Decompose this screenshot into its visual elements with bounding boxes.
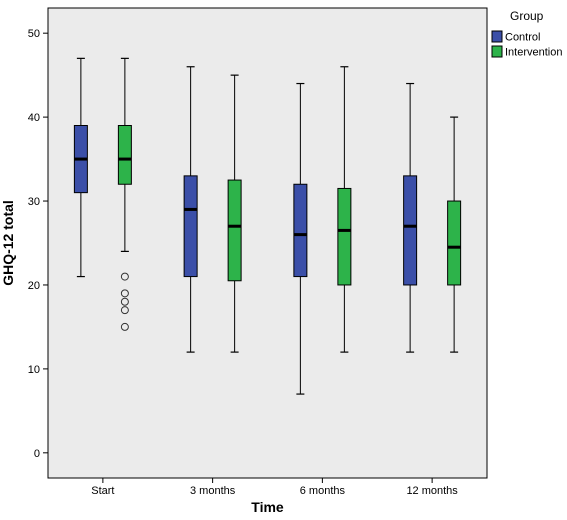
- y-tick-label-30: 30: [28, 196, 40, 208]
- box-intervention-2: [337, 66, 352, 353]
- box-iqr: [447, 200, 462, 286]
- outlier-point: [120, 322, 129, 331]
- legend-swatch-control: [491, 30, 503, 43]
- x-tick-label-0: Start: [91, 485, 114, 497]
- y-tick-label-0: 0: [34, 448, 40, 460]
- box-intervention-3: [447, 116, 462, 353]
- legend: Group Control Intervention: [491, 9, 562, 59]
- y-tick-label-10: 10: [28, 364, 40, 376]
- outlier-point: [120, 306, 129, 315]
- x-tick-label-1: 3 months: [190, 485, 236, 497]
- x-tick-label-2: 6 months: [300, 485, 346, 497]
- box-intervention-1: [227, 74, 242, 353]
- box-iqr: [117, 125, 132, 185]
- x-axis: Start 3 months 6 months 12 months: [91, 478, 458, 497]
- plot-area: [47, 7, 488, 479]
- box-series-group: [73, 57, 462, 395]
- outlier-point: [120, 272, 129, 281]
- box-iqr: [337, 187, 352, 286]
- outlier-point: [120, 289, 129, 298]
- x-axis-title: Time: [251, 499, 284, 515]
- box-iqr: [293, 183, 308, 278]
- y-tick-label-20: 20: [28, 280, 40, 292]
- box-control-0: [73, 57, 88, 278]
- y-tick-label-50: 50: [28, 28, 40, 40]
- box-iqr: [183, 175, 198, 278]
- box-intervention-0: [117, 57, 132, 331]
- box-iqr: [403, 175, 418, 286]
- legend-label-control: Control: [505, 32, 540, 44]
- box-control-3: [403, 82, 418, 353]
- x-tick-label-3: 12 months: [406, 485, 458, 497]
- box-control-1: [183, 66, 198, 353]
- outlier-point: [120, 297, 129, 306]
- y-axis-title: GHQ-12 total: [0, 200, 16, 286]
- box-iqr: [227, 179, 242, 282]
- legend-swatch-intervention: [491, 45, 503, 58]
- legend-title: Group: [510, 9, 544, 23]
- legend-label-intervention: Intervention: [505, 47, 562, 59]
- y-tick-label-40: 40: [28, 112, 40, 124]
- box-control-2: [293, 82, 308, 395]
- y-axis: 0 10 20 30 40 50: [28, 28, 48, 460]
